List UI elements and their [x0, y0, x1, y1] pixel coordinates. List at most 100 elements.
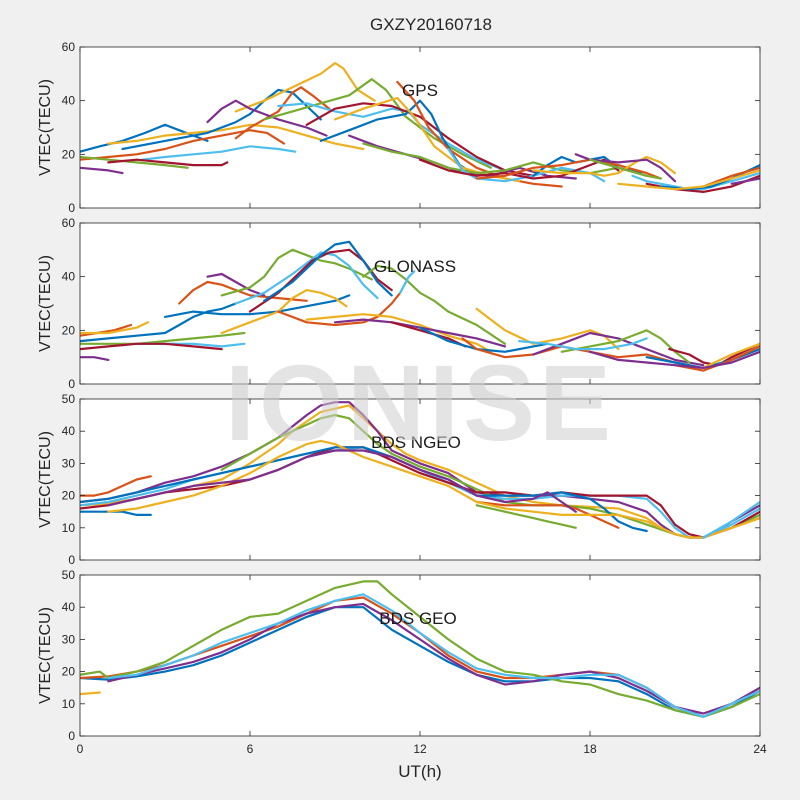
y-tick-label: 10	[62, 697, 76, 711]
series-line	[263, 240, 393, 302]
series-line	[305, 313, 492, 353]
series-line	[80, 321, 150, 335]
series-line	[702, 500, 760, 539]
panel-4: 0 10 20 30 40 50 0 6 12 18 24 VTEC(TECU) BDS GEO	[37, 568, 767, 756]
x-tick-label: 12	[413, 742, 427, 756]
series-line	[80, 129, 286, 161]
series-line	[396, 80, 563, 188]
series-line	[80, 356, 110, 361]
panel-label: BDS GEO	[379, 609, 456, 628]
series-line	[362, 264, 507, 345]
y-tick-label: 10	[62, 521, 76, 535]
series-line	[574, 153, 677, 183]
series-line	[475, 158, 662, 180]
series-line	[80, 302, 237, 343]
series-group	[80, 401, 760, 539]
y-tick-label: 0	[68, 201, 75, 215]
series-line	[80, 166, 124, 175]
series-line	[80, 342, 223, 351]
y-tick-label: 20	[62, 665, 76, 679]
y-tick-label: 50	[62, 392, 76, 406]
series-line	[80, 331, 246, 345]
y-tick-label: 30	[62, 456, 76, 470]
series-line	[107, 449, 577, 513]
plot-area	[80, 575, 760, 736]
series-line	[80, 155, 189, 169]
series-line	[80, 606, 760, 718]
series-line	[305, 102, 535, 177]
series-line	[399, 270, 416, 294]
y-tick-label: 40	[62, 600, 76, 614]
series-line	[80, 580, 760, 718]
series-line	[617, 169, 760, 191]
panel-label: GPS	[402, 81, 438, 100]
series-line	[588, 158, 662, 180]
y-tick-label: 0	[68, 553, 75, 567]
y-tick-label: 20	[62, 323, 76, 337]
y-axis-label: VTEC(TECU)	[37, 255, 54, 352]
y-tick-label: 50	[62, 568, 76, 582]
x-tick-label: 18	[583, 742, 597, 756]
series-line	[532, 155, 677, 177]
y-tick-label: 0	[68, 729, 75, 743]
panel-2: 0 20 40 60 VTEC(TECU) GLONASS	[37, 216, 761, 391]
y-tick-label: 60	[62, 40, 76, 54]
series-line	[107, 593, 760, 718]
series-line	[141, 145, 297, 161]
series-line	[532, 331, 705, 367]
x-tick-label: 0	[77, 742, 84, 756]
y-tick-label: 40	[62, 94, 76, 108]
series-line	[418, 326, 549, 353]
series-line	[518, 337, 648, 351]
x-tick-label: 6	[247, 742, 254, 756]
series-line	[206, 99, 328, 137]
y-tick-label: 40	[62, 424, 76, 438]
y-tick-label: 0	[68, 377, 75, 391]
panel-1: 0 20 40 60 VTEC(TECU) GPS	[37, 40, 761, 215]
series-line	[107, 158, 229, 167]
panel-label: GLONASS	[374, 257, 456, 276]
series-line	[234, 251, 379, 305]
series-line	[163, 294, 351, 318]
y-tick-label: 20	[62, 489, 76, 503]
x-axis-label: UT(h)	[398, 762, 441, 781]
watermark: IONISE	[225, 342, 615, 463]
panel-3: 0 10 20 30 40 50 VTEC(TECU) BDS NGEO	[37, 392, 761, 567]
panel-label: BDS NGEO	[371, 433, 461, 452]
series-line	[475, 504, 577, 529]
series-line	[234, 86, 331, 140]
series-line	[178, 280, 308, 305]
series-line	[107, 123, 365, 151]
chart-title: GXZY20160718	[370, 15, 492, 34]
y-tick-label: 20	[62, 147, 76, 161]
series-group	[80, 62, 760, 193]
series-line	[730, 177, 760, 185]
y-axis-label: VTEC(TECU)	[37, 79, 54, 176]
series-line	[588, 350, 760, 369]
series-line	[277, 291, 402, 327]
series-line	[234, 62, 376, 113]
y-tick-label: 30	[62, 632, 76, 646]
y-axis-label: VTEC(TECU)	[37, 607, 54, 704]
y-tick-label: 40	[62, 270, 76, 284]
series-line	[560, 329, 691, 364]
x-tick-label: 24	[753, 742, 767, 756]
series-line	[80, 475, 152, 497]
series-line	[220, 248, 373, 297]
series-line	[80, 323, 133, 337]
series-line	[362, 142, 648, 177]
y-tick-label: 60	[62, 216, 76, 230]
series-line	[702, 342, 760, 369]
series-group	[80, 580, 760, 718]
series-line	[220, 289, 348, 335]
series-line	[121, 88, 322, 151]
series-line	[107, 602, 760, 715]
series-group	[80, 240, 760, 372]
y-axis-label: VTEC(TECU)	[37, 431, 54, 528]
series-line	[80, 446, 760, 539]
series-line	[80, 123, 209, 153]
series-line	[80, 691, 101, 696]
series-line	[206, 272, 266, 297]
